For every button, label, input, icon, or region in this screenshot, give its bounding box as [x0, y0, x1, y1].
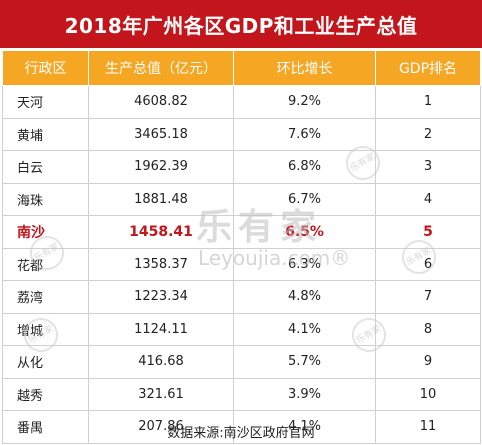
- header-gdp: 生产总值（亿元）: [88, 50, 234, 86]
- gdp-table: 行政区 生产总值（亿元） 环比增长 GDP排名 天河 4608.82 9.2% …: [2, 50, 481, 444]
- cell-rank: 9: [375, 345, 481, 379]
- cell-district: 荔湾: [2, 280, 89, 314]
- cell-growth: 6.5%: [233, 215, 376, 249]
- cell-rank: 7: [375, 280, 481, 314]
- cell-growth: 6.8%: [233, 150, 376, 184]
- cell-district: 黄埔: [2, 117, 89, 151]
- cell-gdp: 1458.41: [88, 215, 234, 249]
- table-row: 白云 1962.39 6.8% 3: [2, 150, 481, 184]
- table-row: 增城 1124.11 4.1% 8: [2, 312, 481, 346]
- header-growth: 环比增长: [233, 50, 376, 86]
- cell-gdp: 1962.39: [88, 150, 234, 184]
- cell-gdp: 1881.48: [88, 182, 234, 216]
- cell-rank: 3: [375, 150, 481, 184]
- cell-rank: 2: [375, 117, 481, 151]
- cell-gdp: 207.86: [88, 410, 234, 444]
- data-source-note: 数据来源:南沙区政府官网: [167, 426, 315, 441]
- cell-rank: 4: [375, 182, 481, 216]
- cell-district: 白云: [2, 150, 89, 184]
- cell-rank: 5: [375, 215, 481, 249]
- cell-district: 越秀: [2, 377, 89, 411]
- cell-growth: 4.1%: [233, 312, 376, 346]
- cell-growth: 4.8%: [233, 280, 376, 314]
- cell-growth: 6.3%: [233, 247, 376, 281]
- table-header-row: 行政区 生产总值（亿元） 环比增长 GDP排名: [2, 50, 481, 86]
- table-row: 天河 4608.82 9.2% 1: [2, 85, 481, 119]
- cell-district: 番禺: [2, 410, 89, 444]
- cell-district: 增城: [2, 312, 89, 346]
- cell-district: 从化: [2, 345, 89, 379]
- header-district: 行政区: [2, 50, 89, 86]
- cell-growth: 5.7%: [233, 345, 376, 379]
- cell-growth: 3.9%: [233, 377, 376, 411]
- cell-gdp: 3465.18: [88, 117, 234, 151]
- table-row: 番禺 207.86 4.1% 11: [2, 410, 481, 444]
- cell-rank: 1: [375, 85, 481, 119]
- cell-gdp: 4608.82: [88, 85, 234, 119]
- cell-gdp: 321.61: [88, 377, 234, 411]
- table-row: 越秀 321.61 3.9% 10: [2, 377, 481, 411]
- cell-district: 南沙: [2, 215, 89, 249]
- cell-rank: 6: [375, 247, 481, 281]
- cell-gdp: 1223.34: [88, 280, 234, 314]
- cell-growth: 6.7%: [233, 182, 376, 216]
- table-row: 从化 416.68 5.7% 9: [2, 345, 481, 379]
- cell-district: 花都: [2, 247, 89, 281]
- table-row: 花都 1358.37 6.3% 6: [2, 247, 481, 281]
- cell-district: 天河: [2, 85, 89, 119]
- cell-gdp: 1358.37: [88, 247, 234, 281]
- page-title: 2018年广州各区GDP和工业生产总值: [0, 0, 482, 48]
- cell-rank: 8: [375, 312, 481, 346]
- cell-district: 海珠: [2, 182, 89, 216]
- table-row: 荔湾 1223.34 4.8% 7: [2, 280, 481, 314]
- cell-rank: 10: [375, 377, 481, 411]
- table-row: 黄埔 3465.18 7.6% 2: [2, 117, 481, 151]
- cell-growth: 9.2%: [233, 85, 376, 119]
- cell-gdp: 416.68: [88, 345, 234, 379]
- cell-gdp: 1124.11: [88, 312, 234, 346]
- table-row: 海珠 1881.48 6.7% 4: [2, 182, 481, 216]
- cell-rank: 11: [375, 410, 481, 444]
- cell-growth: 7.6%: [233, 117, 376, 151]
- header-rank: GDP排名: [375, 50, 481, 86]
- table-row-highlighted: 南沙 1458.41 6.5% 5: [2, 215, 481, 249]
